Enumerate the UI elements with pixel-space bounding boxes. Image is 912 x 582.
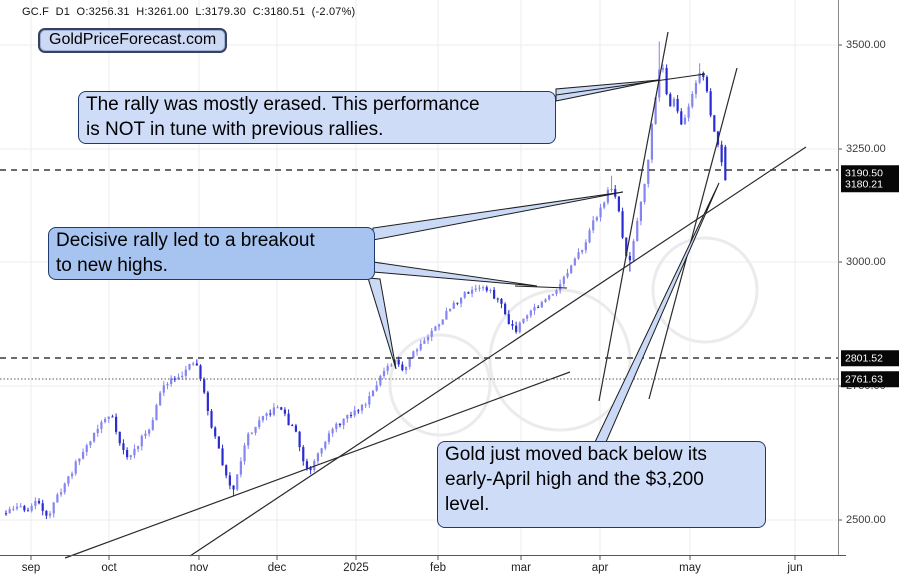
callout-line xyxy=(514,285,568,289)
annotation-gold-below-3200[interactable]: Gold just moved back below its early-Apr… xyxy=(437,441,766,528)
callout-wedge xyxy=(367,277,397,370)
watermark-circle xyxy=(388,333,492,437)
ohlc-header: GC.F D1 O:3256.31 H:3261.00 L:3179.30 C:… xyxy=(22,6,356,18)
trendline xyxy=(648,67,738,400)
trendline xyxy=(598,31,669,402)
site-badge[interactable]: GoldPriceForecast.com xyxy=(38,28,228,53)
trendline xyxy=(64,371,571,559)
annotation-rally-erased[interactable]: The rally was mostly erased. This perfor… xyxy=(78,91,556,144)
callout-line xyxy=(555,73,706,96)
candlestick-series xyxy=(4,41,727,520)
watermark-circle xyxy=(651,236,759,344)
annotation-decisive-rally[interactable]: Decisive rally led to a breakout to new … xyxy=(48,227,375,280)
